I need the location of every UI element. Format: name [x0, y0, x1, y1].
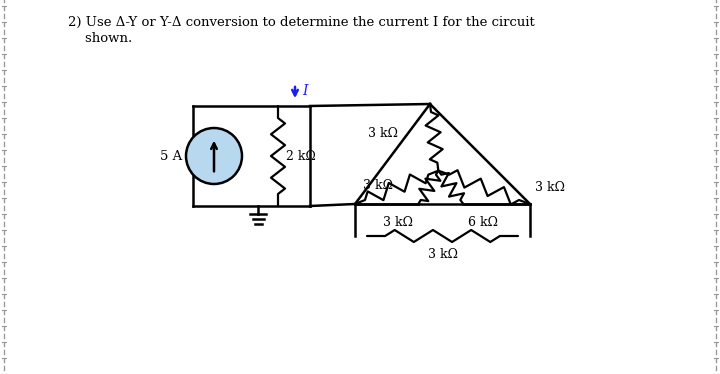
Text: 5 A: 5 A	[160, 150, 182, 162]
Text: 3 kΩ: 3 kΩ	[535, 181, 565, 194]
Text: 2) Use Δ-Y or Y-Δ conversion to determine the current I for the circuit: 2) Use Δ-Y or Y-Δ conversion to determin…	[68, 16, 535, 29]
Text: I: I	[302, 83, 307, 98]
Text: 3 kΩ: 3 kΩ	[363, 179, 393, 192]
Text: 3 kΩ: 3 kΩ	[368, 127, 398, 140]
Text: 6 kΩ: 6 kΩ	[468, 216, 498, 229]
Text: shown.: shown.	[68, 32, 132, 45]
Text: 3 kΩ: 3 kΩ	[428, 248, 457, 261]
Circle shape	[186, 128, 242, 184]
Text: 3 kΩ: 3 kΩ	[383, 216, 413, 229]
Text: 2 kΩ: 2 kΩ	[286, 150, 316, 162]
